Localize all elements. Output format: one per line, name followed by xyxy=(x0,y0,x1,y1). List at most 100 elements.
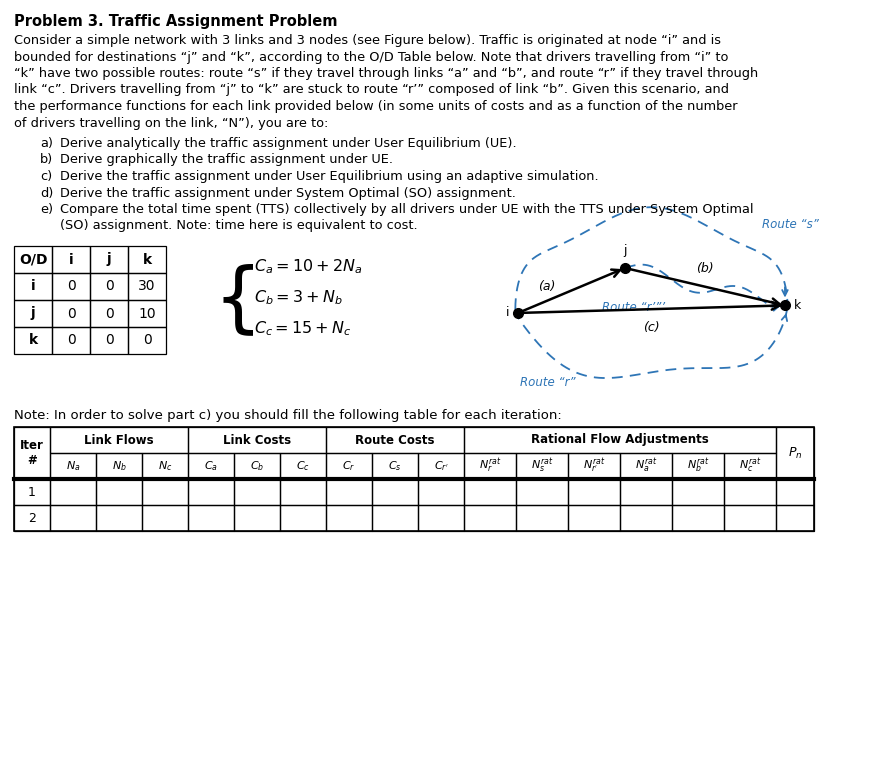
Text: k: k xyxy=(28,334,37,347)
Text: $C_c$: $C_c$ xyxy=(296,459,310,473)
Text: $C_b = 3 + N_b$: $C_b = 3 + N_b$ xyxy=(254,288,342,307)
Bar xyxy=(14,246,52,273)
Text: Consider a simple network with 3 links and 3 nodes (see Figure below). Traffic i: Consider a simple network with 3 links a… xyxy=(14,34,721,47)
Bar xyxy=(96,505,142,531)
Text: 10: 10 xyxy=(138,306,156,321)
Text: $N_b^{rat}$: $N_b^{rat}$ xyxy=(687,457,709,475)
Bar xyxy=(776,427,814,479)
Bar xyxy=(50,505,96,531)
Text: $N_a^{rat}$: $N_a^{rat}$ xyxy=(635,457,657,475)
Bar xyxy=(724,479,776,505)
Bar xyxy=(14,479,50,505)
Text: 0: 0 xyxy=(67,306,76,321)
Text: Compare the total time spent (TTS) collectively by all drivers under UE with the: Compare the total time spent (TTS) colle… xyxy=(60,203,754,216)
Text: j: j xyxy=(31,306,36,321)
Text: bounded for destinations “j” and “k”, according to the O/D Table below. Note tha: bounded for destinations “j” and “k”, ac… xyxy=(14,50,728,64)
Bar xyxy=(280,479,326,505)
Bar xyxy=(142,453,188,479)
Bar xyxy=(50,453,96,479)
Bar xyxy=(672,505,724,531)
Text: Derive graphically the traffic assignment under UE.: Derive graphically the traffic assignmen… xyxy=(60,154,393,166)
Text: Route Costs: Route Costs xyxy=(356,433,435,447)
Text: $C_s$: $C_s$ xyxy=(388,459,402,473)
Bar xyxy=(96,479,142,505)
Bar xyxy=(620,479,672,505)
Text: e): e) xyxy=(40,203,53,216)
Text: $N_c$: $N_c$ xyxy=(157,459,172,473)
Bar xyxy=(620,453,672,479)
Bar xyxy=(50,479,96,505)
Bar xyxy=(90,327,128,354)
Bar xyxy=(142,479,188,505)
Bar xyxy=(14,300,52,327)
Bar xyxy=(724,505,776,531)
Text: Derive the traffic assignment under System Optimal (SO) assignment.: Derive the traffic assignment under Syst… xyxy=(60,186,516,200)
Text: $N_{r'}^{rat}$: $N_{r'}^{rat}$ xyxy=(583,457,605,475)
Bar xyxy=(464,479,516,505)
Bar xyxy=(90,246,128,273)
Text: Link Costs: Link Costs xyxy=(223,433,291,447)
Text: $P_n$: $P_n$ xyxy=(788,445,802,461)
Bar xyxy=(14,273,52,300)
Bar xyxy=(14,427,814,531)
Text: 30: 30 xyxy=(139,280,156,293)
Text: of drivers travelling on the link, “N”), you are to:: of drivers travelling on the link, “N”),… xyxy=(14,116,328,129)
Text: (SO) assignment. Note: time here is equivalent to cost.: (SO) assignment. Note: time here is equi… xyxy=(60,220,418,233)
Bar xyxy=(234,479,280,505)
Text: “k” have two possible routes: route “s” if they travel through links “a” and “b”: “k” have two possible routes: route “s” … xyxy=(14,67,758,80)
Text: $N_c^{rat}$: $N_c^{rat}$ xyxy=(739,457,761,475)
Bar xyxy=(128,273,166,300)
Bar xyxy=(50,427,188,453)
Text: $C_b$: $C_b$ xyxy=(250,459,264,473)
Bar xyxy=(52,327,90,354)
Bar xyxy=(516,479,568,505)
Text: Rational Flow Adjustments: Rational Flow Adjustments xyxy=(531,433,709,447)
Text: (a): (a) xyxy=(538,280,556,293)
Bar xyxy=(516,505,568,531)
Text: (c): (c) xyxy=(643,321,660,334)
Bar xyxy=(188,427,326,453)
Bar xyxy=(52,300,90,327)
Text: b): b) xyxy=(40,154,53,166)
Text: i: i xyxy=(31,280,36,293)
Text: 0: 0 xyxy=(67,280,76,293)
Text: 0: 0 xyxy=(105,334,114,347)
Bar xyxy=(52,273,90,300)
Bar xyxy=(776,505,814,531)
Text: $N_a$: $N_a$ xyxy=(66,459,80,473)
Text: $N_s^{rat}$: $N_s^{rat}$ xyxy=(531,457,553,475)
Text: i: i xyxy=(506,306,509,319)
Text: k: k xyxy=(794,299,801,312)
Bar xyxy=(464,427,776,453)
Text: {: { xyxy=(213,263,262,337)
Bar xyxy=(326,505,372,531)
Text: 0: 0 xyxy=(67,334,76,347)
Bar xyxy=(90,300,128,327)
Bar xyxy=(418,479,464,505)
Bar xyxy=(776,479,814,505)
Bar xyxy=(14,505,50,531)
Bar xyxy=(280,505,326,531)
Text: 0: 0 xyxy=(105,306,114,321)
Bar xyxy=(464,453,516,479)
Bar xyxy=(280,453,326,479)
Text: 2: 2 xyxy=(28,511,36,524)
Bar xyxy=(620,505,672,531)
Bar xyxy=(90,273,128,300)
Text: c): c) xyxy=(40,170,52,183)
Bar xyxy=(234,453,280,479)
Text: the performance functions for each link provided below (in some units of costs a: the performance functions for each link … xyxy=(14,100,738,113)
Bar xyxy=(372,453,418,479)
Bar xyxy=(568,505,620,531)
Bar xyxy=(188,479,234,505)
Text: $N_b$: $N_b$ xyxy=(111,459,126,473)
Bar xyxy=(372,505,418,531)
Text: Derive analytically the traffic assignment under User Equilibrium (UE).: Derive analytically the traffic assignme… xyxy=(60,137,517,150)
Text: k: k xyxy=(142,252,151,267)
Text: Iter
#: Iter # xyxy=(20,439,44,467)
Bar xyxy=(128,300,166,327)
Bar xyxy=(52,246,90,273)
Bar xyxy=(326,453,372,479)
Bar xyxy=(234,505,280,531)
Text: 0: 0 xyxy=(105,280,114,293)
